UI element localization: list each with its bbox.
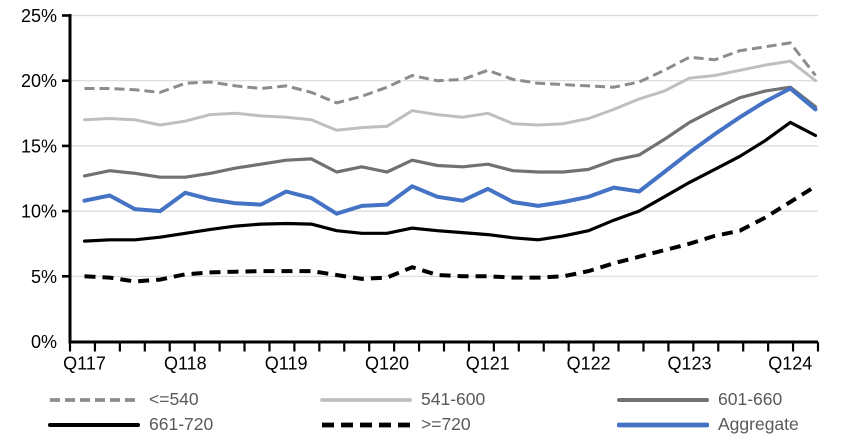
series-line-661-720 bbox=[82, 120, 818, 243]
legend-line-sample bbox=[617, 398, 709, 402]
x-tick-label: Q121 bbox=[466, 354, 510, 374]
y-tick-label: 10% bbox=[21, 202, 57, 222]
legend-item-aggregate: Aggregate bbox=[617, 414, 799, 436]
legend-label: >=720 bbox=[421, 414, 471, 435]
y-tick-label: 5% bbox=[31, 267, 57, 287]
x-tick-label: Q117 bbox=[63, 354, 106, 374]
legend-line-sample bbox=[322, 422, 410, 428]
series-line-541-600 bbox=[83, 59, 817, 132]
legend-item-541-600: 541-600 bbox=[320, 389, 485, 411]
x-tick-label: Q118 bbox=[164, 354, 207, 374]
x-tick-label: Q119 bbox=[265, 354, 308, 374]
x-tick-label: Q120 bbox=[365, 354, 409, 374]
legend-item-601-660: 601-660 bbox=[617, 389, 782, 411]
legend-label: <=540 bbox=[149, 389, 199, 410]
series-line->=720 bbox=[84, 184, 817, 284]
y-tick-label: 25% bbox=[21, 6, 57, 26]
legend-item-le540: <=540 bbox=[48, 389, 199, 411]
y-tick-label: 20% bbox=[21, 71, 57, 91]
legend-label: 661-720 bbox=[149, 414, 214, 435]
series-line-Aggregate bbox=[82, 86, 818, 216]
legend-line-sample bbox=[50, 398, 138, 402]
x-tick-label: Q122 bbox=[567, 354, 611, 374]
series-line-601-660 bbox=[82, 85, 818, 179]
legend-label: Aggregate bbox=[718, 414, 799, 435]
legend-line-sample bbox=[320, 398, 412, 402]
legend-line-sample bbox=[48, 423, 140, 427]
y-tick-label: 0% bbox=[31, 332, 57, 352]
legend-label: 601-660 bbox=[718, 389, 783, 410]
legend-item-ge720: >=720 bbox=[320, 414, 471, 436]
legend-line-sample bbox=[617, 422, 709, 428]
legend-item-661-720: 661-720 bbox=[48, 414, 213, 436]
legend-label: 541-600 bbox=[421, 389, 486, 410]
x-tick-label: Q123 bbox=[667, 354, 711, 374]
x-tick-label: Q124 bbox=[768, 354, 812, 374]
series-line-<=540 bbox=[84, 41, 817, 105]
y-tick-label: 15% bbox=[21, 136, 57, 156]
chart-legend: <=540 541-600 601-660 661-720 >=720 Aggr… bbox=[0, 388, 852, 441]
